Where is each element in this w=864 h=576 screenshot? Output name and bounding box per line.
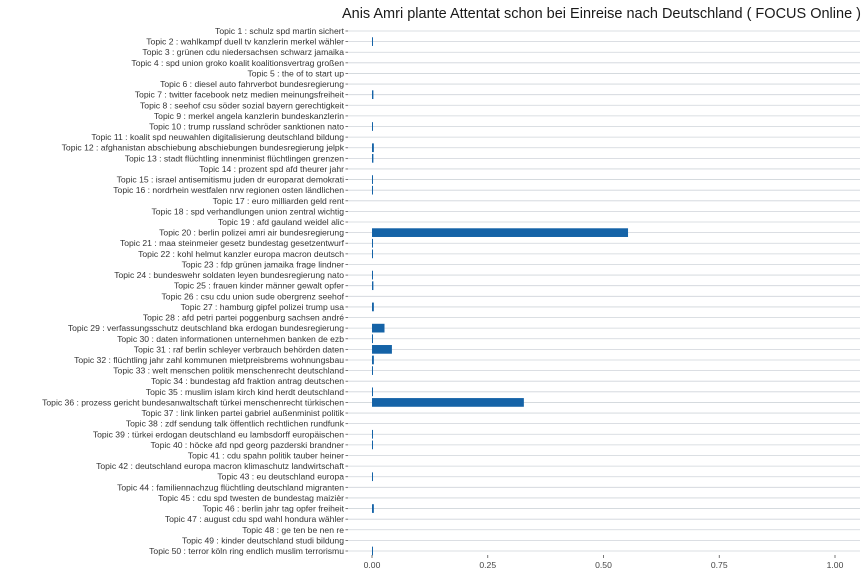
bar [372,429,373,439]
category-label: Topic 21 : maa steinmeier gesetz bundest… [120,238,345,248]
category-label: Topic 34 : bundestag afd fraktion antrag… [151,376,344,386]
bar [372,185,373,195]
category-label: Topic 15 : israel antisemitismu juden dr… [117,175,344,185]
category-label: Topic 35 : muslim islam kirch kind herdt… [146,387,344,397]
chart-title: Anis Amri plante Attentat schon bei Einr… [342,6,861,22]
bar [372,122,373,131]
bar [372,270,373,280]
category-label: Topic 50 : terror köln ring endlich musl… [149,546,344,556]
x-tick-label: 0.00 [364,560,381,570]
category-label: Topic 28 : afd petri partei poggenburg s… [143,313,344,323]
bar [372,355,374,365]
x-tick-label: 0.25 [479,560,496,570]
category-label: Topic 42 : deutschland europa macron kli… [96,461,345,471]
category-label: Topic 22 : kohl helmut kanzler europa ma… [138,249,344,259]
category-label: Topic 33 : welt menschen politik mensche… [113,366,344,376]
bar [372,281,374,291]
bar [372,398,524,407]
category-label: Topic 12 : afghanistan abschiebung absch… [62,143,345,153]
bar [372,153,374,163]
category-label: Topic 1 : schulz spd martin sichert [215,26,345,36]
category-label: Topic 32 : flüchtling jahr zahl kommunen… [74,355,344,365]
x-axis-ticks: 0.00 0.25 0.50 0.75 1.00 [364,555,844,570]
bar [372,249,373,259]
category-label: Topic 46 : berlin jahr tag opfer freihei… [203,504,345,514]
category-label: Topic 45 : cdu spd twesten de bundestag … [158,493,344,503]
bar [372,228,629,237]
category-label: Topic 43 : eu deutschland europa [217,472,344,482]
category-label: Topic 38 : zdf sendung talk öffentlich r… [126,419,345,429]
category-label: Topic 26 : csu cdu union sude obergrenz … [162,291,345,301]
category-label: Topic 27 : hamburg gipfel polizei trump … [181,302,345,312]
bar [372,143,374,153]
category-label: Topic 8 : seehof csu söder sozial bayern… [140,100,345,110]
bar [372,440,373,450]
category-label: Topic 48 : ge ten be nen re [242,525,344,535]
bar [372,37,373,46]
bar [372,472,373,482]
category-label: Topic 47 : august cdu spd wahl hondura w… [165,514,344,524]
bar [372,302,374,312]
category-label: Topic 49 : kinder deutschland studi bild… [182,535,344,545]
category-label: Topic 5 : the of to start up [248,68,345,78]
bar [372,387,373,397]
category-label: Topic 23 : fdp grünen jamaika frage lind… [182,259,345,269]
category-label: Topic 44 : familiennachzug flüchtling de… [117,482,344,492]
category-label: Topic 2 : wahlkampf duell tv kanzlerin m… [146,37,344,47]
bars [372,37,629,556]
bar [372,334,373,344]
x-tick-label: 1.00 [827,560,844,570]
bar [372,345,392,354]
category-label: Topic 3 : grünen cdu niedersachsen schwa… [142,47,344,57]
x-tick-label: 0.50 [595,560,612,570]
bar [372,175,373,184]
category-label: Topic 19 : afd gauland weidel alic [218,217,345,227]
category-label: Topic 6 : diesel auto fahrverbot bundesr… [160,79,344,89]
category-labels: Topic 1 : schulz spd martin sichertTopic… [42,26,348,556]
category-label: Topic 37 : link linken partei gabriel au… [141,408,344,418]
bar [372,90,374,100]
category-label: Topic 20 : berlin polizei amri air bunde… [159,228,344,238]
x-tick-label: 0.75 [711,560,728,570]
category-label: Topic 41 : cdu spahn politik tauber hein… [188,450,344,460]
category-label: Topic 29 : verfassungsschutz deutschland… [68,323,344,333]
bar [372,504,374,513]
category-label: Topic 25 : frauen kinder männer gewalt o… [174,281,344,291]
category-label: Topic 10 : trump russland schröder sankt… [149,122,344,132]
category-label: Topic 13 : stadt flüchtling innenminist … [125,153,344,163]
category-label: Topic 16 : nordrhein westfalen nrw regio… [113,185,344,195]
category-label: Topic 40 : höcke afd npd georg pazderski… [151,440,345,450]
category-label: Topic 7 : twitter facebook netz medien m… [135,90,345,100]
bar [372,238,373,248]
category-label: Topic 31 : raf berlin schleyer verbrauch… [134,344,344,354]
category-label: Topic 18 : spd verhandlungen union zentr… [151,206,344,216]
category-label: Topic 24 : bundeswehr soldaten leyen bun… [114,270,344,280]
category-label: Topic 17 : euro milliarden geld rent [213,196,345,206]
grid-lines [348,30,860,552]
category-label: Topic 30 : daten informationen unternehm… [117,334,344,344]
bar [372,546,373,556]
category-label: Topic 4 : spd union groko koalit koaliti… [131,58,344,68]
bar [372,366,373,375]
category-label: Topic 36 : prozess gericht bundesanwalts… [42,397,344,407]
category-label: Topic 9 : merkel angela kanzlerin bundes… [154,111,344,121]
category-label: Topic 14 : prozent spd afd theurer jahr [199,164,344,174]
category-label: Topic 11 : koalit spd neuwahlen digitali… [91,132,344,142]
category-label: Topic 39 : türkei erdogan deutschland eu… [93,429,344,439]
bar [372,323,385,333]
